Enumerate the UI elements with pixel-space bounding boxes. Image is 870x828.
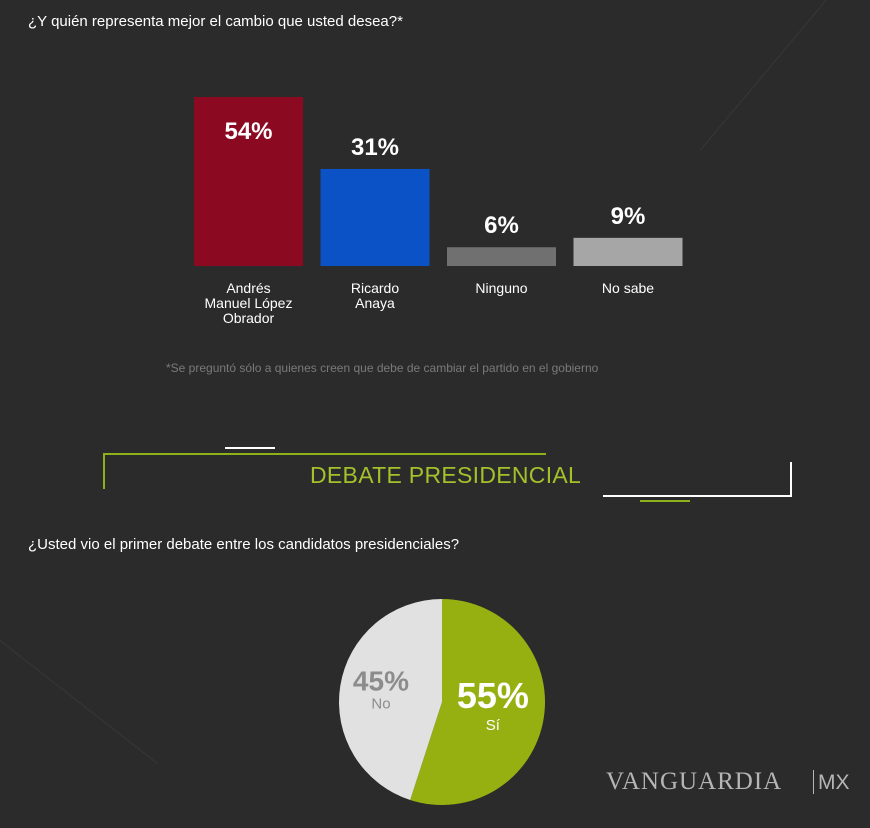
pie-slice [410, 599, 545, 805]
category-label: Ninguno [475, 280, 527, 296]
pie-percentage-label: 55% [457, 675, 529, 716]
bar [320, 168, 430, 266]
question-1: ¿Y quién representa mejor el cambio que … [28, 13, 403, 30]
category-label: Manuel López [205, 295, 293, 311]
brand-suffix: MX [818, 771, 850, 794]
section-left-line [103, 453, 105, 489]
footnote: *Se preguntó sólo a quienes creen que de… [166, 361, 599, 375]
data-label: 31% [351, 134, 399, 161]
category-label: Ricardo [351, 280, 399, 296]
data-label: 9% [611, 203, 646, 230]
section-bottom-line [603, 495, 792, 497]
bar [447, 247, 556, 266]
pie-category-label: No [371, 695, 390, 712]
section-accent-line [640, 500, 690, 502]
question-2: ¿Usted vio el primer debate entre los ca… [28, 536, 460, 553]
section-title: DEBATE PRESIDENCIAL [310, 462, 582, 488]
category-label: Obrador [223, 310, 275, 326]
bar [194, 97, 303, 266]
brand-logo: VANGUARDIA [606, 768, 783, 795]
category-label: Anaya [355, 295, 395, 311]
background-line [0, 640, 158, 765]
pie-category-label: Sí [486, 717, 501, 734]
bar [573, 237, 683, 266]
pie-percentage-label: 45% [353, 665, 409, 696]
pie-chart: 55%Sí 45%No [339, 599, 545, 805]
section-right-line [790, 462, 792, 497]
section-header: DEBATE PRESIDENCIAL [0, 440, 870, 510]
data-label: 54% [224, 118, 272, 145]
data-label: 6% [484, 212, 519, 239]
category-label: No sabe [602, 280, 654, 296]
section-top-line [103, 453, 546, 455]
category-label: Andrés [226, 280, 270, 296]
section-accent-line [225, 447, 275, 449]
pie-slice [339, 599, 442, 800]
brand-separator [813, 770, 814, 794]
